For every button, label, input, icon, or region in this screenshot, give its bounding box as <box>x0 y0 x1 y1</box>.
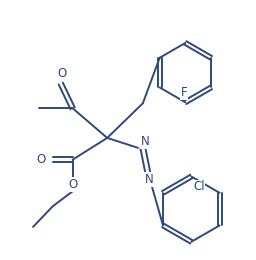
Text: O: O <box>57 67 66 80</box>
Text: O: O <box>68 178 77 191</box>
Text: N: N <box>141 135 149 148</box>
Text: N: N <box>144 173 153 186</box>
Text: O: O <box>37 153 46 166</box>
Text: F: F <box>181 86 188 99</box>
Text: Cl: Cl <box>193 180 205 193</box>
